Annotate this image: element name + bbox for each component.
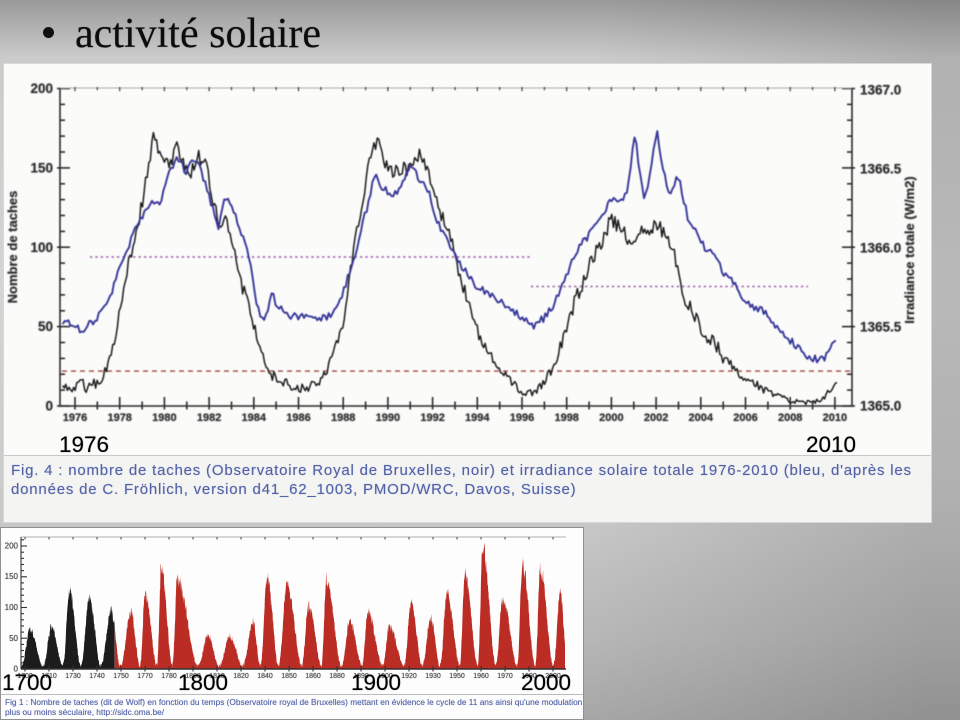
svg-text:1880: 1880 bbox=[329, 673, 345, 680]
svg-text:1850: 1850 bbox=[281, 673, 297, 680]
svg-text:1800: 1800 bbox=[185, 673, 201, 680]
svg-text:1996: 1996 bbox=[510, 412, 534, 424]
svg-text:1770: 1770 bbox=[137, 673, 153, 680]
svg-text:1970: 1970 bbox=[497, 673, 513, 680]
svg-text:1984: 1984 bbox=[242, 412, 267, 424]
svg-text:1900: 1900 bbox=[377, 673, 393, 680]
svg-text:0: 0 bbox=[14, 665, 19, 674]
svg-text:1820: 1820 bbox=[233, 673, 249, 680]
svg-text:1960: 1960 bbox=[473, 673, 489, 680]
svg-text:2006: 2006 bbox=[733, 412, 757, 424]
svg-text:Irradiance totale (W/m2): Irradiance totale (W/m2) bbox=[902, 176, 917, 323]
svg-text:1710: 1710 bbox=[41, 673, 57, 680]
svg-text:1730: 1730 bbox=[65, 673, 81, 680]
svg-text:150: 150 bbox=[5, 572, 19, 581]
svg-text:Nombre de taches: Nombre de taches bbox=[5, 191, 20, 304]
svg-text:1998: 1998 bbox=[554, 412, 578, 424]
svg-text:1840: 1840 bbox=[257, 673, 273, 680]
svg-text:1982: 1982 bbox=[197, 412, 221, 424]
svg-text:100: 100 bbox=[30, 240, 53, 255]
svg-text:1920: 1920 bbox=[401, 673, 417, 680]
svg-text:1740: 1740 bbox=[89, 673, 105, 680]
svg-text:1976: 1976 bbox=[63, 412, 87, 424]
svg-text:50: 50 bbox=[9, 634, 18, 643]
svg-text:1780: 1780 bbox=[161, 673, 177, 680]
svg-text:100: 100 bbox=[5, 603, 19, 612]
svg-text:1988: 1988 bbox=[331, 412, 355, 424]
svg-text:150: 150 bbox=[30, 160, 53, 175]
svg-text:2004: 2004 bbox=[689, 412, 714, 424]
svg-text:1978: 1978 bbox=[107, 412, 131, 424]
svg-text:1365.5: 1365.5 bbox=[860, 320, 902, 335]
svg-text:1990: 1990 bbox=[521, 673, 537, 680]
svg-text:1890: 1890 bbox=[353, 673, 369, 680]
svg-text:200: 200 bbox=[5, 542, 19, 551]
svg-text:0: 0 bbox=[45, 399, 53, 414]
svg-text:1860: 1860 bbox=[305, 673, 321, 680]
svg-text:1994: 1994 bbox=[465, 412, 490, 424]
svg-text:2010: 2010 bbox=[823, 412, 847, 424]
svg-text:1700: 1700 bbox=[17, 673, 33, 680]
svg-text:1366.5: 1366.5 bbox=[860, 162, 902, 177]
svg-text:1365.0: 1365.0 bbox=[860, 399, 901, 414]
svg-text:2000: 2000 bbox=[545, 673, 561, 680]
svg-text:1810: 1810 bbox=[209, 673, 225, 680]
svg-text:1990: 1990 bbox=[376, 412, 400, 424]
svg-text:1980: 1980 bbox=[152, 412, 176, 424]
svg-text:2000: 2000 bbox=[599, 412, 623, 424]
svg-text:1986: 1986 bbox=[286, 412, 310, 424]
svg-text:2002: 2002 bbox=[644, 412, 668, 424]
svg-text:1992: 1992 bbox=[420, 412, 444, 424]
svg-text:1750: 1750 bbox=[113, 673, 129, 680]
svg-text:50: 50 bbox=[38, 319, 53, 334]
svg-text:1367.0: 1367.0 bbox=[860, 83, 901, 98]
svg-text:1930: 1930 bbox=[425, 673, 441, 680]
svg-text:2008: 2008 bbox=[778, 412, 802, 424]
svg-text:200: 200 bbox=[30, 81, 53, 96]
svg-text:1366.0: 1366.0 bbox=[860, 241, 901, 256]
svg-text:1950: 1950 bbox=[449, 673, 465, 680]
